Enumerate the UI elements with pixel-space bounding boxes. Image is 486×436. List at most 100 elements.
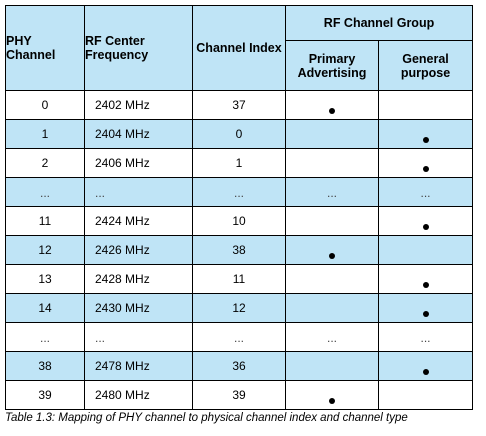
channel-index-cell: 36 [192, 351, 286, 381]
cell-text: 12 [38, 243, 52, 257]
bullet-dot-icon [422, 282, 429, 288]
phy-channel-cell: 14 [5, 293, 85, 323]
frequency-cell: ... [84, 322, 193, 352]
table-header: PHY Channel RF Center Frequency Channel … [5, 5, 474, 91]
table-row: 1 2404 MHz 0 [5, 119, 474, 149]
table-body: 0 2402 MHz 37 1 2404 MHz 0 2 2406 MHz 1.........… [5, 90, 474, 410]
cell-text: 12 [232, 301, 246, 315]
cell-text: ... [326, 186, 337, 200]
phy-channel-cell: 12 [5, 235, 85, 265]
cell-text: ... [420, 186, 431, 200]
primary-advertising-cell [285, 351, 379, 381]
header-phy-channel: PHY Channel [5, 5, 85, 91]
channel-mapping-table: PHY Channel RF Center Frequency Channel … [5, 5, 474, 410]
cell-text: 2406 MHz [95, 156, 150, 170]
channel-index-cell: ... [192, 322, 286, 352]
primary-advertising-cell [285, 119, 379, 149]
header-primary-advertising: Primary Advertising [285, 40, 379, 91]
primary-advertising-cell [285, 293, 379, 323]
cell-text: 11 [232, 272, 246, 286]
table-row: ............... [5, 322, 474, 352]
phy-channel-cell: ... [5, 177, 85, 207]
channel-index-cell: 0 [192, 119, 286, 149]
cell-text: 37 [232, 98, 246, 112]
general-purpose-cell [377, 380, 474, 410]
frequency-cell: 2426 MHz [84, 235, 193, 265]
table-row: 39 2480 MHz 39 [5, 380, 474, 410]
header-general-purpose: General purpose [377, 40, 474, 91]
general-purpose-cell [377, 148, 474, 178]
bullet-dot-icon [329, 108, 335, 114]
cell-text: 39 [38, 388, 52, 402]
bullet-dot-icon [329, 253, 335, 259]
channel-index-cell: 1 [192, 148, 286, 178]
cell-text: 2428 MHz [95, 272, 150, 286]
cell-text: ... [95, 186, 106, 200]
cell-text: 14 [38, 301, 52, 315]
phy-channel-cell: 0 [5, 90, 85, 120]
table-row: 12 2426 MHz 38 [5, 235, 474, 265]
cell-text: 2480 MHz [95, 388, 150, 402]
cell-text: 1 [41, 127, 49, 141]
primary-advertising-cell [285, 148, 379, 178]
channel-index-cell: 11 [192, 264, 286, 294]
table-row: 14 2430 MHz 12 [5, 293, 474, 323]
cell-text: 10 [232, 214, 246, 228]
frequency-cell: 2430 MHz [84, 293, 193, 323]
bullet-dot-icon [422, 137, 429, 143]
phy-channel-cell: 1 [5, 119, 85, 149]
cell-text: 2424 MHz [95, 214, 150, 228]
cell-text: ... [420, 331, 431, 345]
frequency-cell: 2428 MHz [84, 264, 193, 294]
channel-index-cell: 37 [192, 90, 286, 120]
phy-channel-cell: 2 [5, 148, 85, 178]
table-row: 2 2406 MHz 1 [5, 148, 474, 178]
table-row: 11 2424 MHz 10 [5, 206, 474, 236]
cell-text: ... [39, 186, 50, 200]
cell-text: 36 [232, 359, 246, 373]
channel-index-cell: ... [192, 177, 286, 207]
bullet-dot-icon [422, 369, 429, 375]
header-rf-channel-group: RF Channel Group [284, 5, 474, 41]
cell-text: 2402 MHz [95, 98, 150, 112]
phy-channel-cell: ... [5, 322, 85, 352]
general-purpose-cell: ... [377, 322, 474, 352]
channel-index-cell: 12 [192, 293, 286, 323]
table-row: 13 2428 MHz 11 [5, 264, 474, 294]
table-row: 0 2402 MHz 37 [5, 90, 474, 120]
cell-text: 2426 MHz [95, 243, 150, 257]
bullet-dot-icon [422, 311, 429, 317]
cell-text: ... [233, 331, 244, 345]
bullet-dot-icon [329, 398, 335, 404]
primary-advertising-cell [285, 90, 379, 120]
channel-index-cell: 10 [192, 206, 286, 236]
frequency-cell: 2424 MHz [84, 206, 193, 236]
table-caption: Table 1.3: Mapping of PHY channel to phy… [5, 412, 408, 424]
frequency-cell: 2404 MHz [84, 119, 193, 149]
cell-text: 2430 MHz [95, 301, 150, 315]
bullet-dot-icon [422, 166, 429, 172]
phy-channel-cell: 39 [5, 380, 85, 410]
primary-advertising-cell [285, 235, 379, 265]
general-purpose-cell [377, 264, 474, 294]
general-purpose-cell [377, 119, 474, 149]
cell-text: 1 [235, 156, 243, 170]
table-row: ............... [5, 177, 474, 207]
phy-channel-cell: 13 [5, 264, 85, 294]
channel-index-cell: 39 [192, 380, 286, 410]
primary-advertising-cell [285, 380, 379, 410]
frequency-cell: 2478 MHz [84, 351, 193, 381]
cell-text: 2404 MHz [95, 127, 150, 141]
frequency-cell: ... [84, 177, 193, 207]
cell-text: ... [326, 331, 337, 345]
primary-advertising-cell: ... [285, 177, 379, 207]
header-rf-center-frequency: RF Center Frequency [84, 5, 193, 91]
general-purpose-cell [377, 206, 474, 236]
header-channel-index: Channel Index [192, 5, 286, 91]
table-row: 38 2478 MHz 36 [5, 351, 474, 381]
general-purpose-cell: ... [377, 177, 474, 207]
cell-text: 13 [38, 272, 52, 286]
general-purpose-cell [377, 351, 474, 381]
bullet-dot-icon [422, 224, 429, 230]
phy-channel-cell: 11 [5, 206, 85, 236]
